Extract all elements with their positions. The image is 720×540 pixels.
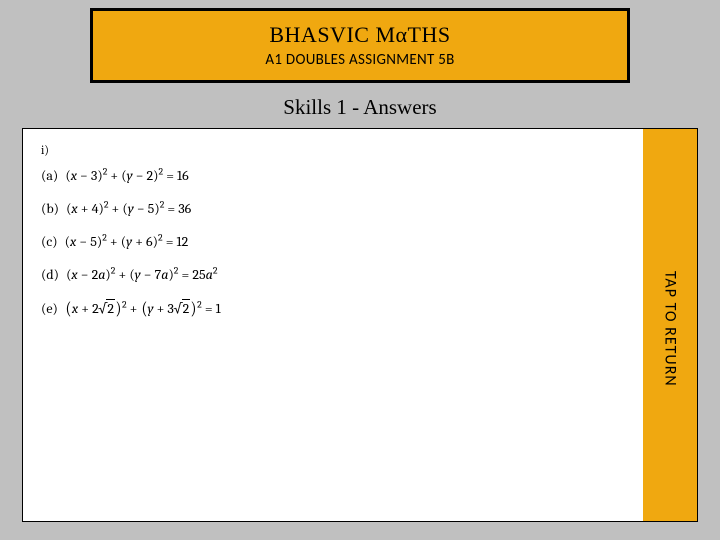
- return-tab-label: TAP TO RETURN: [661, 271, 680, 387]
- answer-line: (a) (x − 3)2 + (y − 2)2 = 16: [41, 167, 625, 184]
- skills-heading: Skills 1 - Answers: [0, 95, 720, 120]
- problem-number: i): [41, 143, 625, 157]
- answer-label: (c): [41, 233, 58, 250]
- answer-line: (b) (x + 4)2 + (y − 5)2 = 36: [41, 200, 625, 217]
- answer-label: (b): [41, 200, 59, 217]
- page-title: BHASVIC MαTHS: [269, 22, 450, 48]
- answer-label: (a): [41, 167, 58, 184]
- answer-line: (c) (x − 5)2 + (y + 6)2 = 12: [41, 233, 625, 250]
- header-box: BHASVIC MαTHS A1 DOUBLES ASSIGNMENT 5B: [90, 8, 630, 83]
- return-tab[interactable]: TAP TO RETURN: [643, 129, 697, 521]
- answer-line: (d) (x − 2a)2 + (y − 7a)2 = 25a2: [41, 266, 625, 283]
- answers-area: i) (a) (x − 3)2 + (y − 2)2 = 16 (b) (x + …: [23, 129, 643, 521]
- answers-list: (a) (x − 3)2 + (y − 2)2 = 16 (b) (x + 4)2…: [41, 167, 625, 317]
- page-subtitle: A1 DOUBLES ASSIGNMENT 5B: [265, 51, 454, 69]
- answer-line: (e) (x + 22)2 + (y + 32)2 = 1: [41, 299, 625, 317]
- content-panel: i) (a) (x − 3)2 + (y − 2)2 = 16 (b) (x + …: [22, 128, 698, 522]
- answer-label: (d): [41, 266, 59, 283]
- answer-label: (e): [41, 300, 58, 317]
